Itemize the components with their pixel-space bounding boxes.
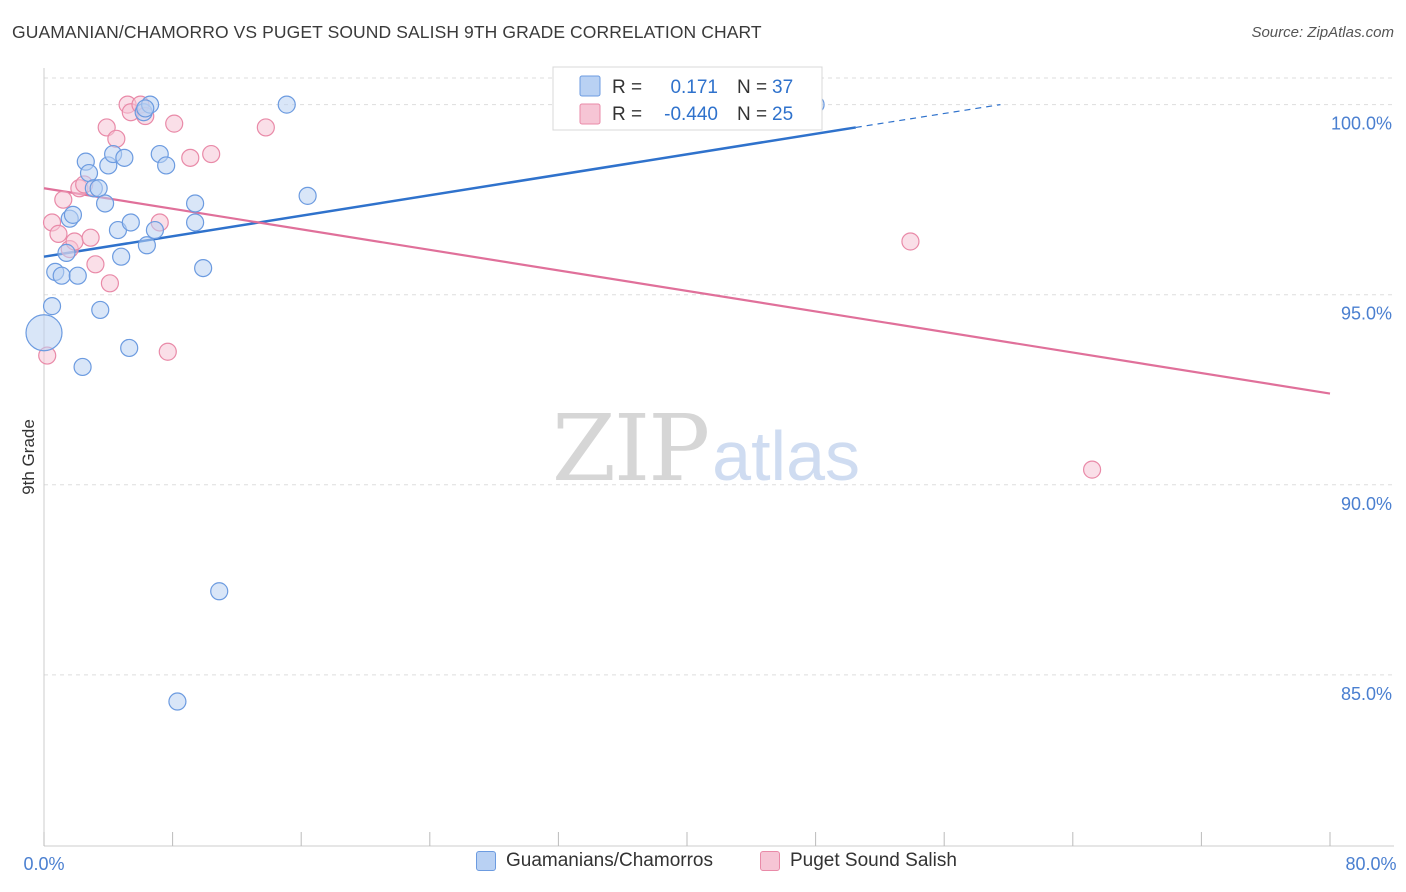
point-guamanians xyxy=(52,266,71,285)
trend-line-salish xyxy=(43,187,1331,395)
point-guamanians xyxy=(95,194,115,213)
legend-swatch-pink xyxy=(579,103,601,125)
point-guamanians xyxy=(63,205,83,224)
y-tick-label: 100.0% xyxy=(1331,114,1392,134)
point-salish xyxy=(100,274,120,293)
legend-r-value-2: -0.440 xyxy=(664,104,718,125)
point-guamanians xyxy=(186,213,205,232)
point-salish xyxy=(49,224,68,243)
point-guamanians xyxy=(89,179,108,198)
trend-line-guamanians xyxy=(43,126,856,258)
point-guamanians xyxy=(25,314,63,352)
legend-r-label-1: R = xyxy=(612,77,642,98)
point-guamanians xyxy=(68,266,87,285)
chart-title: GUAMANIAN/CHAMORRO VS PUGET SOUND SALISH… xyxy=(12,22,762,42)
axes xyxy=(43,68,1394,847)
point-guamanians xyxy=(168,692,187,711)
gridlines xyxy=(44,77,1394,676)
bottom-legend-item-guamanians: Guamanians/Chamorros xyxy=(476,850,713,872)
bottom-legend-swatch-blue xyxy=(476,851,496,871)
x-tick-label-min: 0.0% xyxy=(23,854,64,874)
legend-n-value-2: 25 xyxy=(772,104,793,125)
legend-swatch-blue xyxy=(579,75,601,97)
point-guamanians xyxy=(145,220,165,240)
point-salish xyxy=(256,118,275,137)
legend-n-label-1: N = xyxy=(737,77,767,98)
y-tick-labels: 85.0% 90.0% 95.0% 100.0% xyxy=(1331,114,1392,704)
point-guamanians xyxy=(210,582,229,601)
point-guamanians xyxy=(277,95,296,114)
legend-r-value-1: 0.171 xyxy=(670,77,718,98)
trend-lines xyxy=(43,104,1331,395)
point-salish xyxy=(202,144,221,164)
x-tick-label-max: 80.0% xyxy=(1345,854,1396,874)
point-guamanians xyxy=(120,338,139,358)
point-guamanians xyxy=(112,247,131,266)
point-guamanians xyxy=(79,163,99,183)
point-guamanians xyxy=(157,156,176,175)
x-ticks xyxy=(43,832,1331,846)
bottom-legend-label: Puget Sound Salish xyxy=(790,850,957,871)
y-tick-label: 85.0% xyxy=(1341,684,1392,704)
point-salish xyxy=(86,255,105,274)
point-guamanians xyxy=(137,236,156,255)
legend-box: R = 0.171 N = 37 R = -0.440 N = 25 xyxy=(552,66,823,131)
point-salish xyxy=(1082,460,1102,479)
point-guamanians xyxy=(121,213,140,232)
chart-source: Source: ZipAtlas.com xyxy=(1251,24,1394,41)
point-salish xyxy=(901,232,920,251)
point-salish xyxy=(165,114,184,133)
trend-line-guamanians-extension xyxy=(855,104,1001,129)
bottom-legend: Guamanians/Chamorros Puget Sound Salish xyxy=(0,850,1406,880)
point-guamanians xyxy=(42,297,62,316)
point-guamanians xyxy=(91,300,110,320)
point-guamanians xyxy=(186,194,205,213)
point-guamanians xyxy=(73,357,92,377)
point-salish xyxy=(158,342,177,361)
point-guamanians xyxy=(298,186,317,205)
y-tick-label: 90.0% xyxy=(1341,494,1392,514)
legend-n-value-1: 37 xyxy=(772,77,793,98)
legend-n-label-2: N = xyxy=(737,104,767,125)
bottom-legend-swatch-pink xyxy=(760,851,780,871)
point-guamanians xyxy=(136,99,155,118)
point-salish xyxy=(54,190,73,209)
point-guamanians xyxy=(194,258,213,278)
point-salish xyxy=(81,228,100,247)
point-guamanians xyxy=(57,243,76,262)
y-axis-title: 9th Grade xyxy=(19,419,38,495)
y-tick-label: 95.0% xyxy=(1341,304,1392,324)
bottom-legend-item-salish: Puget Sound Salish xyxy=(760,850,957,872)
bottom-legend-label: Guamanians/Chamorros xyxy=(506,850,713,871)
legend-r-label-2: R = xyxy=(612,104,642,125)
point-salish xyxy=(107,129,126,148)
point-guamanians xyxy=(115,148,134,167)
point-salish xyxy=(181,148,200,167)
data-points xyxy=(25,95,1102,711)
